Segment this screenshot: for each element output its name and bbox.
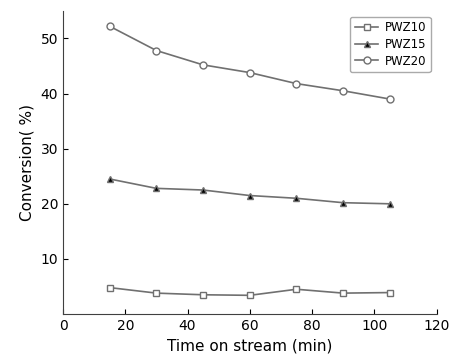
PWZ15 (340, 200, 346, 205)
PWZ15 (107, 177, 112, 181)
PWZ20 (247, 70, 252, 75)
Line: PWZ15: PWZ15 (106, 175, 393, 207)
PWZ20 (153, 48, 159, 53)
PWZ10 (247, 293, 252, 297)
PWZ20 (200, 63, 206, 67)
PWZ20 (107, 24, 112, 29)
PWZ10 (107, 286, 112, 290)
PWZ10 (294, 287, 299, 291)
PWZ15 (153, 186, 159, 191)
PWZ15 (294, 196, 299, 200)
Y-axis label: Conversion( %): Conversion( %) (20, 104, 35, 221)
PWZ20 (340, 88, 346, 93)
Line: PWZ10: PWZ10 (106, 284, 393, 299)
Legend: PWZ10, PWZ15, PWZ20: PWZ10, PWZ15, PWZ20 (350, 17, 431, 72)
PWZ15 (247, 193, 252, 198)
PWZ15 (387, 202, 392, 206)
Line: PWZ20: PWZ20 (106, 23, 393, 103)
X-axis label: Time on stream (min): Time on stream (min) (167, 339, 333, 353)
PWZ10 (200, 293, 206, 297)
PWZ20 (387, 97, 392, 101)
PWZ10 (153, 291, 159, 295)
PWZ20 (294, 82, 299, 86)
PWZ15 (200, 188, 206, 192)
PWZ10 (387, 290, 392, 295)
PWZ10 (340, 291, 346, 295)
